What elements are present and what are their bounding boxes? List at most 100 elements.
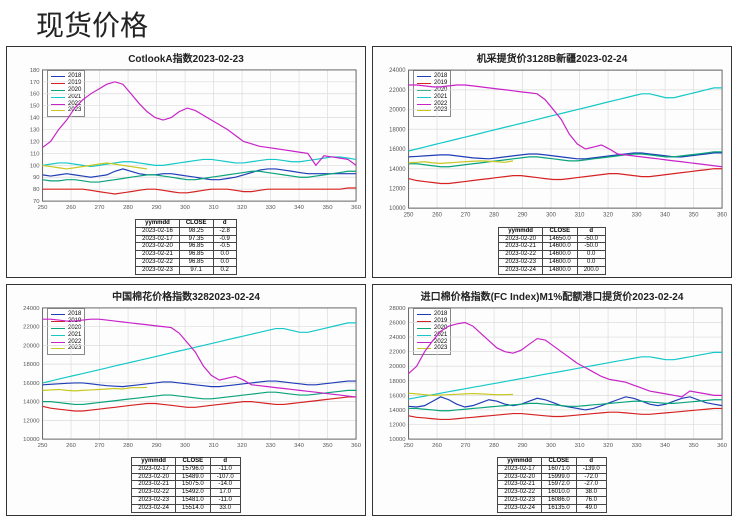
svg-text:280: 280 [123, 443, 134, 449]
svg-text:18000: 18000 [389, 379, 406, 385]
table-header: yymmdd [136, 219, 180, 227]
svg-text:270: 270 [461, 212, 471, 218]
svg-text:260: 260 [432, 443, 443, 449]
svg-text:140: 140 [30, 116, 41, 122]
svg-text:16000: 16000 [389, 393, 406, 399]
table-row: 2023-02-1716071.0-139.0 [498, 465, 606, 473]
svg-text:300: 300 [180, 443, 191, 449]
table-cell: 0.0 [577, 251, 605, 259]
svg-text:330: 330 [266, 443, 277, 449]
table-cell: -27.0 [576, 481, 606, 489]
table-cell: 15514.0 [175, 505, 210, 513]
series-2022 [43, 82, 357, 166]
table-cell: 2023-02-23 [132, 497, 176, 505]
svg-text:300: 300 [546, 443, 557, 449]
panel-title: CotlookA指数2023-02-23 [11, 49, 361, 66]
table-cell: 49.0 [576, 505, 606, 513]
table-cell: 16135.0 [541, 505, 576, 513]
svg-text:22000: 22000 [389, 88, 406, 94]
svg-text:110: 110 [30, 151, 40, 157]
svg-text:300: 300 [546, 212, 556, 218]
table-header: CLOSE [175, 457, 210, 465]
table-row: 2023-02-2315481.0-11.0 [132, 497, 240, 505]
line-chart: 1000012000140001600018000200002200024000… [377, 66, 727, 226]
table-cell: 2023-02-24 [499, 267, 543, 275]
table-cell: 2023-02-23 [499, 259, 543, 267]
table-row: 2023-02-2415514.033.0 [132, 505, 240, 513]
table-header: CLOSE [542, 227, 577, 235]
chart-area: 2018201920202021202220231000012000140001… [11, 304, 361, 456]
svg-text:340: 340 [660, 443, 671, 449]
svg-text:290: 290 [152, 205, 163, 211]
table-cell: 2023-02-21 [499, 243, 543, 251]
table-cell: 14650.0 [542, 235, 577, 243]
table-cell: -11.0 [210, 497, 240, 505]
table-header: d [213, 219, 236, 227]
svg-text:250: 250 [404, 212, 414, 218]
svg-text:280: 280 [489, 212, 499, 218]
table-row: 2023-02-2414800.0200.0 [499, 267, 605, 275]
table-cell: 15492.0 [175, 489, 210, 497]
panel-fcindexM1: 进口棉价格指数(FC Index)M1%配额港口提货价2023-02-24201… [372, 284, 732, 516]
svg-text:22000: 22000 [23, 325, 40, 331]
table-cell: 98.25 [179, 227, 213, 235]
series-2021 [409, 352, 723, 399]
svg-text:130: 130 [30, 128, 41, 134]
table-row: 2023-02-2314600.00.0 [499, 259, 605, 267]
chart-area: 2018201920202021202220237080901001101201… [11, 66, 361, 218]
table-cell: -0.9 [213, 235, 236, 243]
svg-text:310: 310 [575, 212, 585, 218]
table-cell: -0.5 [213, 243, 236, 251]
table-row: 2023-02-2015489.0-107.0 [132, 473, 240, 481]
svg-text:180: 180 [30, 68, 41, 74]
table-cell: 2023-02-23 [498, 497, 542, 505]
svg-text:16000: 16000 [23, 381, 40, 387]
svg-text:320: 320 [237, 205, 248, 211]
table-row: 2023-02-2216010.038.0 [498, 489, 606, 497]
svg-text:360: 360 [351, 205, 361, 211]
table-cell: 17.0 [210, 489, 240, 497]
table-row: 2023-02-2196.850.0 [136, 251, 237, 259]
table-cell: 96.85 [179, 243, 213, 251]
svg-text:290: 290 [518, 212, 528, 218]
table-row: 2023-02-2014650.0-50.0 [499, 235, 605, 243]
table-cell: 97.1 [179, 267, 213, 275]
table-cell: 14800.0 [542, 267, 577, 275]
table-cell: 15489.0 [175, 473, 210, 481]
svg-text:14000: 14000 [389, 408, 406, 414]
svg-text:100: 100 [30, 163, 41, 169]
table-cell: 2023-02-22 [499, 251, 543, 259]
svg-text:260: 260 [432, 212, 442, 218]
svg-text:350: 350 [689, 443, 700, 449]
svg-text:120: 120 [30, 139, 41, 145]
series-2018 [43, 381, 357, 387]
table-row: 2023-02-2215492.017.0 [132, 489, 240, 497]
svg-text:16000: 16000 [389, 147, 406, 153]
svg-text:360: 360 [717, 212, 727, 218]
table-cell: 2023-02-21 [498, 481, 542, 489]
table-cell: 96.85 [179, 259, 213, 267]
table-cell: 0.0 [577, 259, 605, 267]
table-header: d [576, 457, 606, 465]
series-2021 [409, 88, 723, 151]
svg-text:330: 330 [632, 443, 643, 449]
table-cell: 2023-02-22 [136, 259, 180, 267]
data-table: yymmddCLOSEd2023-02-1715796.0-11.02023-0… [131, 457, 240, 513]
svg-text:260: 260 [66, 205, 77, 211]
svg-text:320: 320 [237, 443, 248, 449]
table-cell: 16010.0 [541, 489, 576, 497]
svg-text:330: 330 [266, 205, 277, 211]
series-2019 [409, 169, 723, 184]
table-cell: 2023-02-20 [498, 473, 542, 481]
table-cell: 97.35 [179, 235, 213, 243]
chart-area: 2018201920202021202220231000012000140001… [377, 66, 727, 226]
table-cell: 2023-02-20 [499, 235, 543, 243]
data-table: yymmddCLOSEd2023-02-1698.25-2.82023-02-1… [135, 219, 237, 275]
table-cell: 0.0 [213, 251, 236, 259]
svg-text:320: 320 [603, 443, 614, 449]
table-row: 2023-02-2416135.049.0 [498, 505, 606, 513]
table-header: yymmdd [499, 227, 543, 235]
series-2023 [409, 393, 514, 395]
table-cell: 2023-02-16 [136, 227, 180, 235]
svg-text:170: 170 [30, 80, 41, 86]
